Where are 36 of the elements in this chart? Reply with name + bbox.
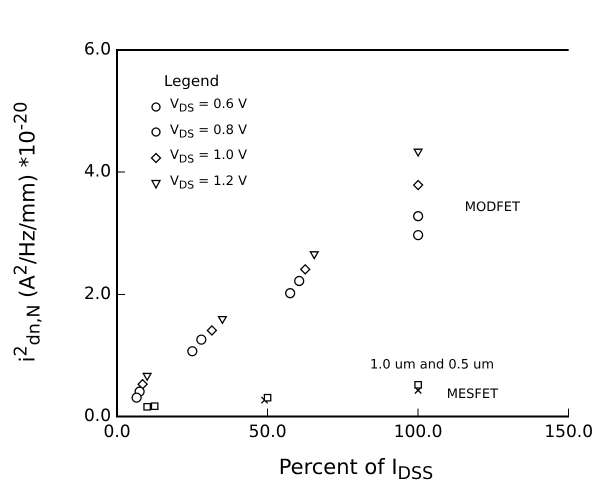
legend-title: Legend	[164, 71, 220, 92]
x-axis-title: Percent of I$_{DSS}$	[278, 455, 434, 484]
point	[414, 148, 423, 157]
point	[196, 334, 206, 345]
y-tick-label: 6.0	[84, 39, 112, 60]
y-tick-label: 2.0	[84, 284, 112, 304]
point	[143, 402, 151, 411]
legend-label: V$_{DS}$ = 1.0 V	[170, 147, 247, 168]
legend-label: V$_{DS}$ = 0.6 V	[170, 96, 247, 117]
point	[264, 394, 272, 402]
point	[412, 211, 424, 222]
legend-label: V$_{DS}$ = 0.8 V	[170, 122, 247, 142]
point	[300, 264, 310, 274]
x-tick-label: 150.0	[544, 422, 593, 442]
point	[137, 379, 148, 390]
annotation: 1.0 um and 0.5 um	[370, 358, 494, 373]
point	[218, 316, 227, 324]
point	[414, 380, 422, 389]
point	[131, 392, 142, 403]
point	[142, 372, 152, 381]
point	[187, 346, 198, 356]
legend-label: V$_{DS}$ = 1.2 V	[170, 172, 247, 194]
point	[285, 288, 296, 298]
point	[412, 180, 424, 190]
x-tick-label: 100.0	[394, 422, 442, 442]
point	[206, 325, 218, 336]
annotation: MESFET	[446, 386, 498, 402]
y-tick-label: 4.0	[84, 162, 112, 182]
x-tick-label: 50.0	[248, 422, 287, 442]
point	[294, 276, 304, 286]
point	[412, 230, 424, 240]
point	[310, 251, 319, 260]
point	[150, 402, 159, 410]
point	[260, 396, 268, 404]
x-tick-label: 0.0	[104, 422, 131, 442]
annotation: MODFET	[464, 200, 520, 216]
